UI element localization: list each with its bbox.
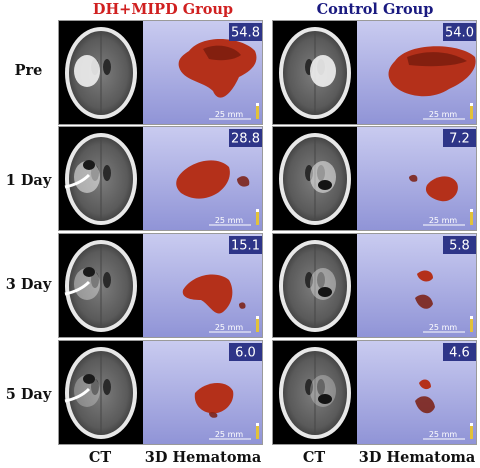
panel-image: 7.2 25 mm xyxy=(273,127,476,230)
hematoma-shape xyxy=(419,379,431,390)
panel-dh-pre: 54.8 25 mm xyxy=(58,20,263,125)
hematoma-shape xyxy=(194,382,234,414)
hematoma-shape xyxy=(209,412,218,418)
panel-control-5-day: 4.6 25 mm xyxy=(272,340,477,445)
axis-indicator-icon xyxy=(256,105,259,119)
volume-value: 54.0 xyxy=(445,26,474,41)
panel-control-1-day: 7.2 25 mm xyxy=(272,126,477,231)
hematoma-shape xyxy=(203,45,241,61)
panel-control-pre: 54.0 25 mm xyxy=(272,20,477,125)
column-label-ct: CT xyxy=(88,449,112,466)
scale-label: 25 mm xyxy=(429,216,458,225)
scale-label: 25 mm xyxy=(215,216,244,225)
row-label-1-day: 1 Day xyxy=(5,172,52,189)
volume-badge xyxy=(443,129,476,147)
scale-label: 25 mm xyxy=(215,323,244,332)
ct-slice xyxy=(273,21,357,124)
ct-slice xyxy=(59,234,143,337)
hematoma-shape xyxy=(239,302,246,309)
panel-image: 54.0 25 mm xyxy=(273,21,476,124)
scale-label: 25 mm xyxy=(215,110,244,119)
volume-badge xyxy=(229,343,262,361)
volume-value: 54.8 xyxy=(231,26,260,41)
axis-indicator-icon xyxy=(256,425,259,439)
hematoma-shape xyxy=(425,176,458,202)
scale-label: 25 mm xyxy=(429,110,458,119)
panel-dh-1-day: 28.8 25 mm xyxy=(58,126,263,231)
column-label-ct: CT xyxy=(302,449,326,466)
volume-badge xyxy=(229,236,262,254)
axis-indicator-icon xyxy=(470,211,473,225)
hematoma-shape xyxy=(182,274,233,314)
panel-image: 6.0 25 mm xyxy=(59,341,262,444)
volume-badge xyxy=(443,23,476,41)
volume-badge xyxy=(229,23,262,41)
axis-indicator-icon xyxy=(256,211,259,225)
hematoma-shape xyxy=(409,174,418,182)
ct-slice xyxy=(273,127,357,230)
volume-value: 15.1 xyxy=(231,239,260,254)
axis-indicator-icon xyxy=(256,318,259,332)
panel-image: 4.6 25 mm xyxy=(273,341,476,444)
axis-indicator-icon xyxy=(470,105,473,119)
panel-image: 15.1 25 mm xyxy=(59,234,262,337)
volume-value: 4.6 xyxy=(449,346,470,361)
panel-dh-3-day: 15.1 25 mm xyxy=(58,233,263,338)
panel-image: 54.8 25 mm xyxy=(59,21,262,124)
ct-slice xyxy=(273,341,357,444)
control-group-title: Control Group xyxy=(316,1,434,18)
column-label-3d-hematoma: 3D Hematoma xyxy=(358,449,476,466)
hematoma-shape xyxy=(415,396,435,414)
axis-indicator-icon xyxy=(470,318,473,332)
volume-badge xyxy=(443,236,476,254)
ct-slice xyxy=(59,341,143,444)
ct-slice xyxy=(59,21,143,124)
hematoma-shape xyxy=(415,294,433,309)
dh-mipd-group-title: DH+MIPD Group xyxy=(92,1,234,18)
volume-value: 5.8 xyxy=(449,239,470,254)
scale-label: 25 mm xyxy=(215,430,244,439)
row-label-pre: Pre xyxy=(14,62,43,79)
volume-badge xyxy=(229,129,262,147)
scale-label: 25 mm xyxy=(429,430,458,439)
hematoma-shape xyxy=(176,160,230,199)
volume-value: 6.0 xyxy=(235,346,256,361)
scale-label: 25 mm xyxy=(429,323,458,332)
volume-value: 28.8 xyxy=(231,132,260,147)
panel-image: 5.8 25 mm xyxy=(273,234,476,337)
volume-value: 7.2 xyxy=(449,132,470,147)
hematoma-shape xyxy=(417,270,433,282)
panel-image: 28.8 25 mm xyxy=(59,127,262,230)
panel-dh-5-day: 6.0 25 mm xyxy=(58,340,263,445)
ct-slice xyxy=(273,234,357,337)
row-label-3-day: 3 Day xyxy=(5,276,52,293)
ct-slice xyxy=(59,127,143,230)
row-label-5-day: 5 Day xyxy=(5,386,52,403)
hematoma-shape xyxy=(237,176,250,187)
axis-indicator-icon xyxy=(470,425,473,439)
column-label-3d-hematoma: 3D Hematoma xyxy=(144,449,262,466)
panel-control-3-day: 5.8 25 mm xyxy=(272,233,477,338)
hematoma-shape xyxy=(407,52,467,67)
volume-badge xyxy=(443,343,476,361)
